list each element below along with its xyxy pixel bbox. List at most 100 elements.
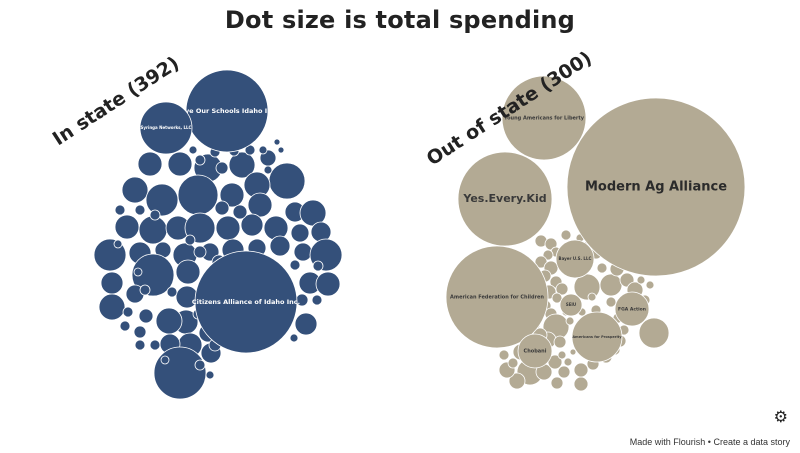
bubble-label: Chobani	[524, 349, 547, 355]
out-of-state-bubble[interactable]	[571, 311, 623, 363]
bubble-label: Bayer U.S. LLC	[559, 256, 592, 261]
out-of-state-bubble[interactable]	[507, 357, 519, 369]
in-state-bubble[interactable]	[160, 355, 170, 365]
in-state-bubble[interactable]	[263, 165, 273, 175]
in-state-bubble[interactable]	[240, 213, 264, 237]
in-state-bubble[interactable]	[188, 145, 198, 155]
out-of-state-bubble[interactable]	[555, 282, 569, 296]
in-state-bubble[interactable]	[119, 320, 131, 332]
in-state-bubble[interactable]	[145, 183, 179, 217]
in-state-bubble[interactable]	[177, 174, 219, 216]
in-state-bubble[interactable]	[149, 339, 161, 351]
in-state-bubble[interactable]	[153, 346, 207, 400]
out-of-state-bubble[interactable]	[550, 376, 564, 390]
out-of-state-bubble[interactable]	[555, 239, 595, 279]
in-state-bubble[interactable]	[134, 339, 146, 351]
in-state-bubble[interactable]	[215, 161, 229, 175]
in-state-bubble[interactable]	[155, 307, 183, 335]
in-state-bubble[interactable]	[289, 259, 301, 271]
in-state-bubble[interactable]	[100, 271, 124, 295]
out-of-state-bubble[interactable]	[553, 335, 567, 349]
in-state-bubble[interactable]	[290, 223, 310, 243]
out-of-state-bubble[interactable]	[587, 292, 597, 302]
in-state-bubble[interactable]	[122, 306, 134, 318]
out-of-state-bubble[interactable]	[566, 97, 746, 277]
in-state-bubble[interactable]	[214, 200, 230, 216]
out-of-state-bubble[interactable]	[457, 151, 553, 247]
in-state-group: Save Our Schools Idaho Inc. Syringa Netwo…	[93, 69, 343, 400]
out-of-state-group: Modern Ag Alliance Young Americans for Li…	[445, 75, 746, 392]
in-state-bubble[interactable]	[194, 154, 206, 166]
out-of-state-bubble[interactable]	[573, 362, 589, 378]
out-of-state-bubble[interactable]	[569, 348, 577, 356]
in-state-bubble[interactable]	[232, 204, 248, 220]
out-of-state-bubble[interactable]	[573, 376, 589, 392]
in-state-bubble[interactable]	[149, 209, 161, 221]
out-of-state-bubble[interactable]	[498, 349, 510, 361]
in-state-bubble[interactable]	[293, 242, 313, 262]
bubble-label: Young Americans for Liberty	[503, 116, 585, 122]
bubble-label: Save Our Schools Idaho Inc.	[176, 107, 278, 115]
out-of-state-bubble[interactable]	[445, 245, 549, 349]
in-state-bubble[interactable]	[311, 294, 323, 306]
in-state-bubble[interactable]	[121, 176, 149, 204]
in-state-bubble[interactable]	[133, 325, 147, 339]
in-state-bubble[interactable]	[219, 182, 245, 208]
out-of-state-bubble[interactable]	[551, 292, 563, 304]
in-state-bubble[interactable]	[263, 215, 289, 241]
in-state-bubble[interactable]	[289, 333, 299, 343]
in-state-bubble[interactable]	[268, 162, 306, 200]
out-of-state-bubble[interactable]	[636, 275, 646, 285]
in-state-bubble[interactable]	[113, 239, 123, 249]
in-state-bubble[interactable]	[134, 204, 146, 216]
in-state-bubble[interactable]	[167, 151, 193, 177]
in-state-bubble[interactable]	[258, 145, 268, 155]
in-state-bubble[interactable]	[194, 250, 298, 354]
out-of-state-bubble[interactable]	[614, 291, 650, 327]
made-with-flourish-link[interactable]: Made with Flourish	[629, 437, 706, 447]
in-state-bubble[interactable]	[315, 271, 341, 297]
in-state-bubble[interactable]	[98, 293, 126, 321]
in-state-bubble[interactable]	[137, 151, 163, 177]
footer-separator: •	[705, 437, 714, 447]
in-state-bubble[interactable]	[312, 260, 324, 272]
out-of-state-bubble[interactable]	[565, 316, 575, 326]
out-of-state-bubble[interactable]	[501, 75, 587, 161]
in-state-bubble[interactable]	[294, 312, 318, 336]
out-of-state-bubble[interactable]	[599, 273, 623, 297]
in-state-bubble[interactable]	[139, 284, 151, 296]
in-state-bubble[interactable]	[139, 101, 193, 155]
in-state-bubble[interactable]	[277, 146, 285, 154]
gear-icon[interactable]: ⚙	[773, 407, 788, 426]
create-data-story-link[interactable]: Create a data story	[713, 437, 790, 447]
in-state-bubble[interactable]	[184, 234, 196, 246]
out-of-state-bubble[interactable]	[517, 333, 553, 369]
out-of-state-bubble[interactable]	[638, 317, 670, 349]
out-of-state-bubble[interactable]	[560, 229, 572, 241]
in-state-bubble[interactable]	[205, 370, 215, 380]
in-state-bubble[interactable]	[175, 259, 201, 285]
out-of-state-bubble[interactable]	[605, 296, 617, 308]
in-state-bubble[interactable]	[194, 359, 206, 371]
in-state-bubble[interactable]	[138, 308, 154, 324]
out-of-state-bubble[interactable]	[559, 293, 583, 317]
in-state-bubble[interactable]	[247, 192, 273, 218]
out-of-state-bubble[interactable]	[557, 365, 571, 379]
bubble-label: Yes.Every.Kid	[462, 192, 546, 205]
in-state-bubble[interactable]	[215, 215, 241, 241]
out-of-state-bubble[interactable]	[557, 350, 567, 360]
in-state-bubble[interactable]	[228, 151, 256, 179]
in-state-bubble[interactable]	[138, 215, 168, 245]
out-of-state-bubble[interactable]	[596, 262, 608, 274]
in-state-bubble[interactable]	[114, 214, 140, 240]
in-state-bubble[interactable]	[133, 267, 143, 277]
out-of-state-bubble[interactable]	[645, 280, 655, 290]
in-state-bubble[interactable]	[166, 286, 178, 298]
bubble-label: Syringa Networks, LLC	[140, 125, 191, 130]
out-of-state-bubble[interactable]	[508, 372, 526, 390]
in-state-bubble[interactable]	[273, 138, 281, 146]
out-of-state-bubble[interactable]	[563, 357, 573, 367]
in-state-bubble[interactable]	[269, 235, 291, 257]
in-state-bubble[interactable]	[114, 204, 126, 216]
in-state-bubble[interactable]	[193, 245, 207, 259]
